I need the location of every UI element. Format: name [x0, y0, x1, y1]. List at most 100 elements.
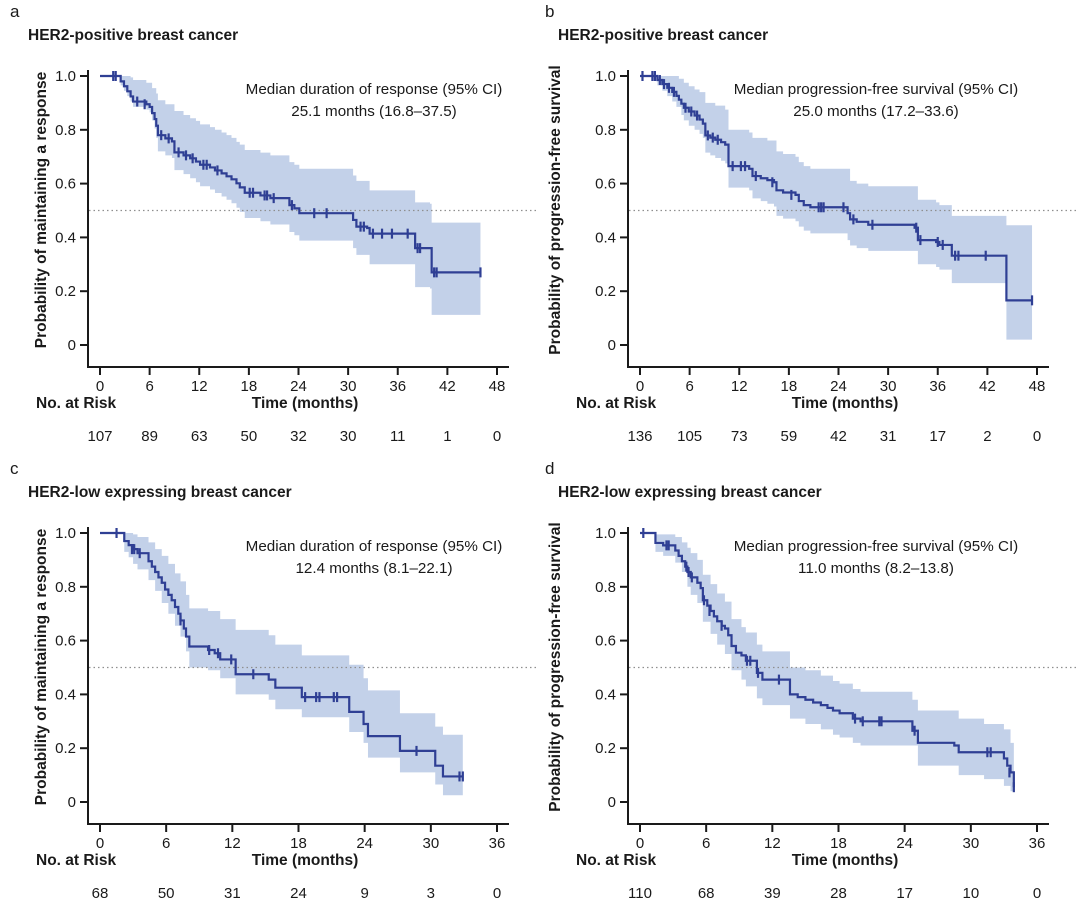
censor-marks [115, 528, 464, 782]
km-plot: 1.0 0.8 0.6 0.4 0.2 0 0 6 12 18 24 30 36 42 48 136 105 73… [595, 68, 1077, 445]
annotation-line-1: Median duration of response (95% CI) [245, 81, 503, 98]
annotation-line-1: Median progression-free survival (95% CI… [733, 81, 1019, 98]
panel-title: HER2-low expressing breast cancer [558, 484, 822, 501]
svg-text:105: 105 [677, 428, 702, 445]
panel-b: b HER2-positive breast cancer Median pro… [540, 0, 1080, 457]
panel-letter: a [10, 2, 20, 21]
svg-text:0.6: 0.6 [595, 176, 616, 193]
panel-letter: b [545, 2, 555, 21]
svg-text:0: 0 [608, 337, 616, 354]
tick-labels: 1.0 0.8 0.6 0.4 0.2 0 0 6 12 18 24 30 36 [55, 525, 505, 852]
median-annotation: Median progression-free survival (95% CI… [734, 79, 1018, 123]
median-annotation: Median progression-free survival (95% CI… [734, 536, 1018, 580]
svg-text:59: 59 [781, 428, 798, 445]
risk-table-label: No. at Risk [36, 395, 117, 412]
censor-marks [641, 71, 1034, 306]
svg-text:24: 24 [830, 378, 847, 395]
svg-text:36: 36 [389, 378, 406, 395]
annotation-line-2: 25.0 months (17.2–33.6) [793, 103, 959, 120]
panel-c: c HER2-low expressing breast cancer Medi… [0, 457, 540, 914]
svg-text:24: 24 [290, 885, 307, 902]
annotation-line-2: 25.1 months (16.8–37.5) [291, 103, 457, 120]
svg-text:50: 50 [241, 428, 258, 445]
svg-text:0.6: 0.6 [55, 176, 76, 193]
svg-text:50: 50 [158, 885, 175, 902]
median-annotation: Median duration of response (95% CI) 25.… [246, 79, 503, 123]
svg-text:30: 30 [422, 835, 439, 852]
svg-text:0.4: 0.4 [55, 686, 76, 703]
svg-text:0.8: 0.8 [55, 579, 76, 596]
svg-text:24: 24 [290, 378, 307, 395]
svg-text:17: 17 [929, 428, 946, 445]
svg-text:0.8: 0.8 [55, 122, 76, 139]
panel-title: HER2-low expressing breast cancer [28, 484, 292, 501]
svg-text:24: 24 [356, 835, 373, 852]
svg-text:0: 0 [68, 794, 76, 811]
svg-text:18: 18 [241, 378, 258, 395]
svg-text:110: 110 [628, 885, 652, 902]
risk-table-label: No. at Risk [576, 395, 657, 412]
svg-text:89: 89 [141, 428, 158, 445]
svg-text:42: 42 [979, 378, 996, 395]
svg-text:0.6: 0.6 [55, 633, 76, 650]
svg-text:0: 0 [96, 378, 104, 395]
svg-text:0.2: 0.2 [595, 740, 616, 757]
svg-text:42: 42 [830, 428, 847, 445]
svg-text:0: 0 [1033, 885, 1041, 902]
svg-text:31: 31 [880, 428, 897, 445]
svg-text:48: 48 [1029, 378, 1046, 395]
svg-text:18: 18 [830, 835, 847, 852]
svg-text:0: 0 [636, 378, 644, 395]
svg-text:0.4: 0.4 [595, 686, 616, 703]
svg-text:12: 12 [191, 378, 208, 395]
svg-text:30: 30 [340, 428, 357, 445]
x-axis-label: Time (months) [791, 852, 899, 869]
svg-text:6: 6 [162, 835, 170, 852]
annotation-line-2: 12.4 months (8.1–22.1) [295, 560, 453, 577]
svg-text:0: 0 [96, 835, 104, 852]
svg-text:12: 12 [731, 378, 748, 395]
svg-text:0: 0 [1033, 428, 1041, 445]
x-axis-label: Time (months) [791, 395, 899, 412]
svg-text:30: 30 [340, 378, 357, 395]
risk-table-label: No. at Risk [576, 852, 657, 869]
svg-text:28: 28 [830, 885, 847, 902]
svg-text:1.0: 1.0 [595, 68, 616, 85]
svg-text:36: 36 [489, 835, 506, 852]
annotation-line-1: Median progression-free survival (95% CI… [733, 538, 1019, 555]
svg-text:0.6: 0.6 [595, 633, 616, 650]
censor-marks [112, 71, 482, 278]
svg-text:1.0: 1.0 [595, 525, 616, 542]
svg-text:12: 12 [764, 835, 781, 852]
svg-text:36: 36 [1029, 835, 1046, 852]
svg-text:0.2: 0.2 [595, 283, 616, 300]
svg-text:68: 68 [92, 885, 109, 902]
svg-text:0: 0 [636, 835, 644, 852]
svg-text:18: 18 [781, 378, 798, 395]
svg-text:0.4: 0.4 [55, 229, 76, 246]
km-plot: 1.0 0.8 0.6 0.4 0.2 0 0 6 12 18 24 30 36 42 48 107 89 63 5… [55, 68, 537, 445]
svg-text:36: 36 [929, 378, 946, 395]
svg-text:39: 39 [764, 885, 781, 902]
panel-d: d HER2-low expressing breast cancer Medi… [540, 457, 1080, 914]
svg-text:30: 30 [880, 378, 897, 395]
panel-letter: c [10, 459, 19, 478]
svg-text:0.2: 0.2 [55, 740, 76, 757]
svg-text:136: 136 [627, 428, 652, 445]
annotation-line-2: 11.0 months (8.2–13.8) [798, 560, 954, 577]
annotation-line-1: Median duration of response (95% CI) [245, 538, 503, 555]
panel-letter: d [545, 459, 555, 478]
ci-band [100, 76, 481, 315]
svg-text:0.2: 0.2 [55, 283, 76, 300]
svg-text:17: 17 [896, 885, 913, 902]
svg-text:10: 10 [962, 885, 979, 902]
svg-text:107: 107 [87, 428, 112, 445]
tick-labels: 1.0 0.8 0.6 0.4 0.2 0 0 6 12 18 24 30 36 42 48 [55, 68, 505, 395]
risk-counts: 136 105 73 59 42 31 17 2 0 [627, 428, 1041, 445]
svg-text:24: 24 [896, 835, 913, 852]
svg-text:48: 48 [489, 378, 506, 395]
svg-text:11: 11 [390, 428, 406, 445]
svg-text:68: 68 [698, 885, 715, 902]
